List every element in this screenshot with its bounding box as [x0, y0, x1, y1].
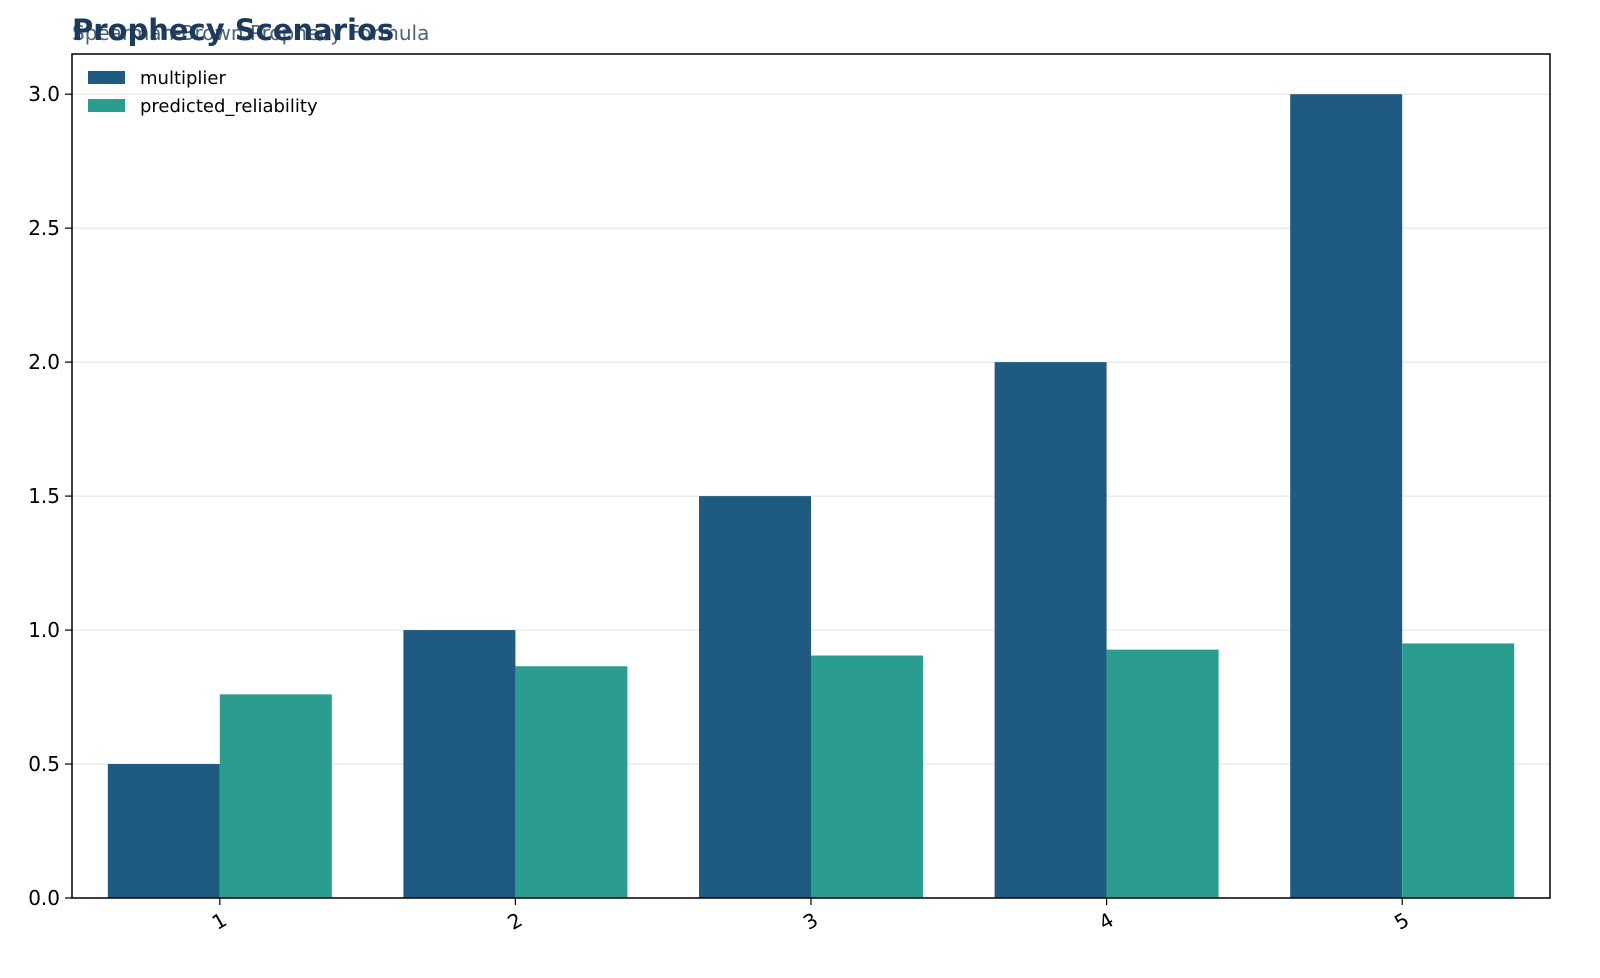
bar-predicted-reliability-2 [515, 666, 628, 898]
x-tick-label: 1 [208, 908, 231, 935]
x-tick-label: 5 [1390, 908, 1413, 935]
legend-label-predicted-reliability: predicted_reliability [140, 96, 318, 117]
legend-swatch-predicted-reliability [88, 99, 125, 112]
legend: multiplier predicted_reliability [88, 68, 318, 117]
x-axis-ticks: 1 2 3 4 5 [208, 898, 1413, 935]
x-tick-label: 4 [1095, 908, 1118, 935]
bar-predicted-reliability-5 [1402, 643, 1515, 898]
bars [107, 94, 1515, 899]
bar-multiplier-5 [1290, 94, 1403, 898]
bar-multiplier-2 [403, 630, 516, 898]
y-tick-label: 0.0 [28, 886, 60, 910]
y-tick-label: 2.5 [28, 216, 60, 240]
chart-title: Prophecy Scenarios [72, 13, 394, 47]
bar-multiplier-4 [994, 362, 1107, 899]
x-tick-label: 2 [503, 908, 526, 935]
x-tick-label: 3 [799, 908, 822, 935]
y-axis-ticks: 0.0 0.5 1.0 1.5 2.0 2.5 3.0 [28, 82, 72, 910]
bar-predicted-reliability-4 [1106, 649, 1219, 898]
legend-swatch-multiplier [88, 71, 125, 84]
y-tick-label: 3.0 [28, 82, 60, 106]
bar-predicted-reliability-1 [219, 694, 332, 898]
y-tick-label: 1.5 [28, 484, 60, 508]
bar-predicted-reliability-3 [811, 655, 923, 898]
y-tick-label: 0.5 [28, 752, 60, 776]
bar-multiplier-1 [107, 764, 220, 898]
legend-label-multiplier: multiplier [140, 68, 227, 89]
chart-subtitle: Spearman-Brown Prophecy Formula [72, 21, 429, 45]
y-tick-label: 1.0 [28, 618, 60, 642]
bar-multiplier-3 [699, 496, 811, 898]
y-tick-label: 2.0 [28, 350, 60, 374]
